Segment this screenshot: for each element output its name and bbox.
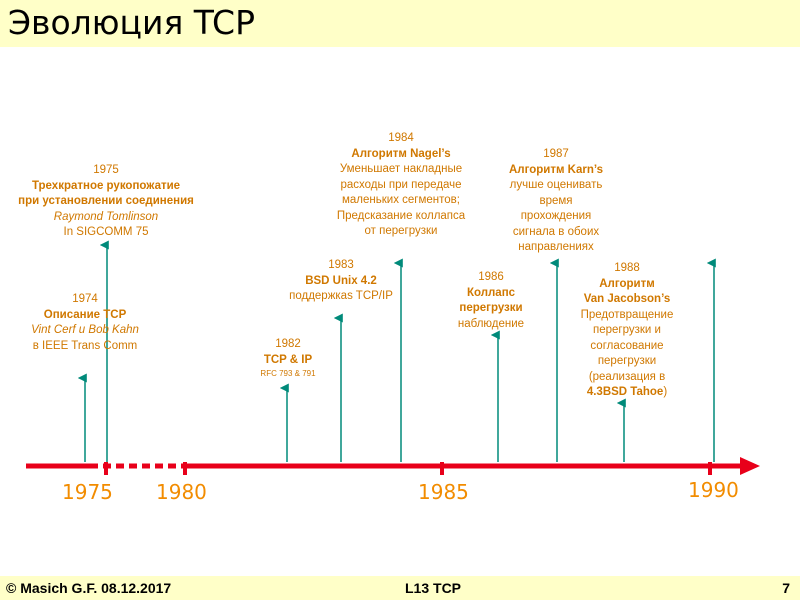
axis-label-1990: 1990 <box>688 478 739 502</box>
event-1988: 1988 Алгоритм Van Jacobson’s Предотвраще… <box>560 261 694 401</box>
event-desc-2: перегрузки и <box>593 324 661 336</box>
event-desc: поддержкаs TCP/IP <box>289 290 393 302</box>
event-title-continued: Van Jacobson’s <box>583 293 671 305</box>
event-authors: Vint Cerf и Bob Kahn <box>31 324 139 336</box>
axis-label-1985: 1985 <box>418 480 469 504</box>
event-desc-1: Предотвращение <box>580 308 674 321</box>
title-bar: Эволюция TCP <box>0 0 800 47</box>
footer-copyright: © Masich G.F. 08.12.2017 <box>6 580 172 596</box>
event-desc-3: маленьких сегментов; <box>342 194 460 206</box>
event-desc: наблюдение <box>457 317 525 330</box>
event-year: 1975 <box>93 164 119 176</box>
event-title-continued: перегрузки <box>459 302 523 314</box>
axis-label-1980: 1980 <box>156 480 207 504</box>
event-desc-4: перегрузки <box>597 355 657 367</box>
event-title: Алгоритм Nagel’s <box>351 147 451 160</box>
event-desc-1: лучше оценивать <box>509 179 603 191</box>
event-title: Коллапс <box>466 286 516 299</box>
event-1974: 1974 Описание TCP Vint Cerf и Bob Kahn в… <box>10 292 160 354</box>
event-desc-6-line: 4.3BSD Tahoe) <box>560 385 694 401</box>
event-venue: In SIGCOMM 75 <box>63 226 149 238</box>
event-desc-3: согласование <box>590 339 664 352</box>
event-1984: 1984 Алгоритм Nagel’s Уменьшает накладны… <box>320 131 482 240</box>
event-desc-3: прохождения <box>520 210 592 222</box>
event-desc-4: сигнала в обоих <box>512 225 600 238</box>
axis-label-1975: 1975 <box>62 480 113 504</box>
event-1983: 1983 BSD Unix 4.2 поддержкаs TCP/IP <box>276 258 406 305</box>
event-year: 1986 <box>478 271 504 283</box>
event-year: 1982 <box>275 338 301 350</box>
footer-lecture: L13 TCP <box>405 580 462 596</box>
event-year: 1974 <box>72 293 98 305</box>
event-desc-7: ) <box>663 386 668 398</box>
event-year: 1988 <box>614 262 640 274</box>
footer-page-number: 7 <box>782 580 790 596</box>
event-year: 1983 <box>328 259 354 271</box>
event-desc-2: время <box>539 194 573 207</box>
event-title: BSD Unix 4.2 <box>305 274 377 287</box>
event-author: Raymond Tomlinson <box>53 210 159 223</box>
event-title: Описание TCP <box>43 308 127 321</box>
event-venue: в IEEE Trans Comm <box>32 339 138 352</box>
slide-title: Эволюция TCP <box>8 3 255 42</box>
event-desc-5: (реализация в <box>588 370 666 383</box>
event-year: 1987 <box>543 148 569 160</box>
event-title: Трехкратное рукопожатие <box>31 179 181 192</box>
event-title: Алгоритм Karn’s <box>508 163 604 176</box>
event-desc-5: направлениях <box>518 241 594 253</box>
footer-bar: © Masich G.F. 08.12.2017 L13 TCP 7 <box>0 576 800 600</box>
event-1982: 1982 TCP & IP RFC 793 & 791 <box>248 337 328 379</box>
event-desc-5: от перегрузки <box>364 225 438 237</box>
event-1987: 1987 Алгоритм Karn’s лучше оценивать вре… <box>490 147 622 256</box>
event-desc-1: Уменьшает накладные <box>339 163 463 175</box>
event-year: 1984 <box>388 132 414 144</box>
timeline-arrowhead <box>740 457 760 475</box>
event-desc-4: Предсказание коллапса <box>336 209 466 222</box>
event-desc-6: 4.3BSD Tahoe <box>586 386 664 398</box>
event-1986: 1986 Коллапс перегрузки наблюдение <box>446 270 536 332</box>
event-title-continued: при установлении соединения <box>18 195 194 207</box>
event-rfc: RFC 793 & 791 <box>260 369 316 378</box>
event-title: Алгоритм <box>599 277 655 290</box>
event-desc-2: расходы при передаче <box>340 178 462 191</box>
event-1975: 1975 Трехкратное рукопожатие при установ… <box>0 163 212 241</box>
event-title: TCP & IP <box>263 353 313 366</box>
